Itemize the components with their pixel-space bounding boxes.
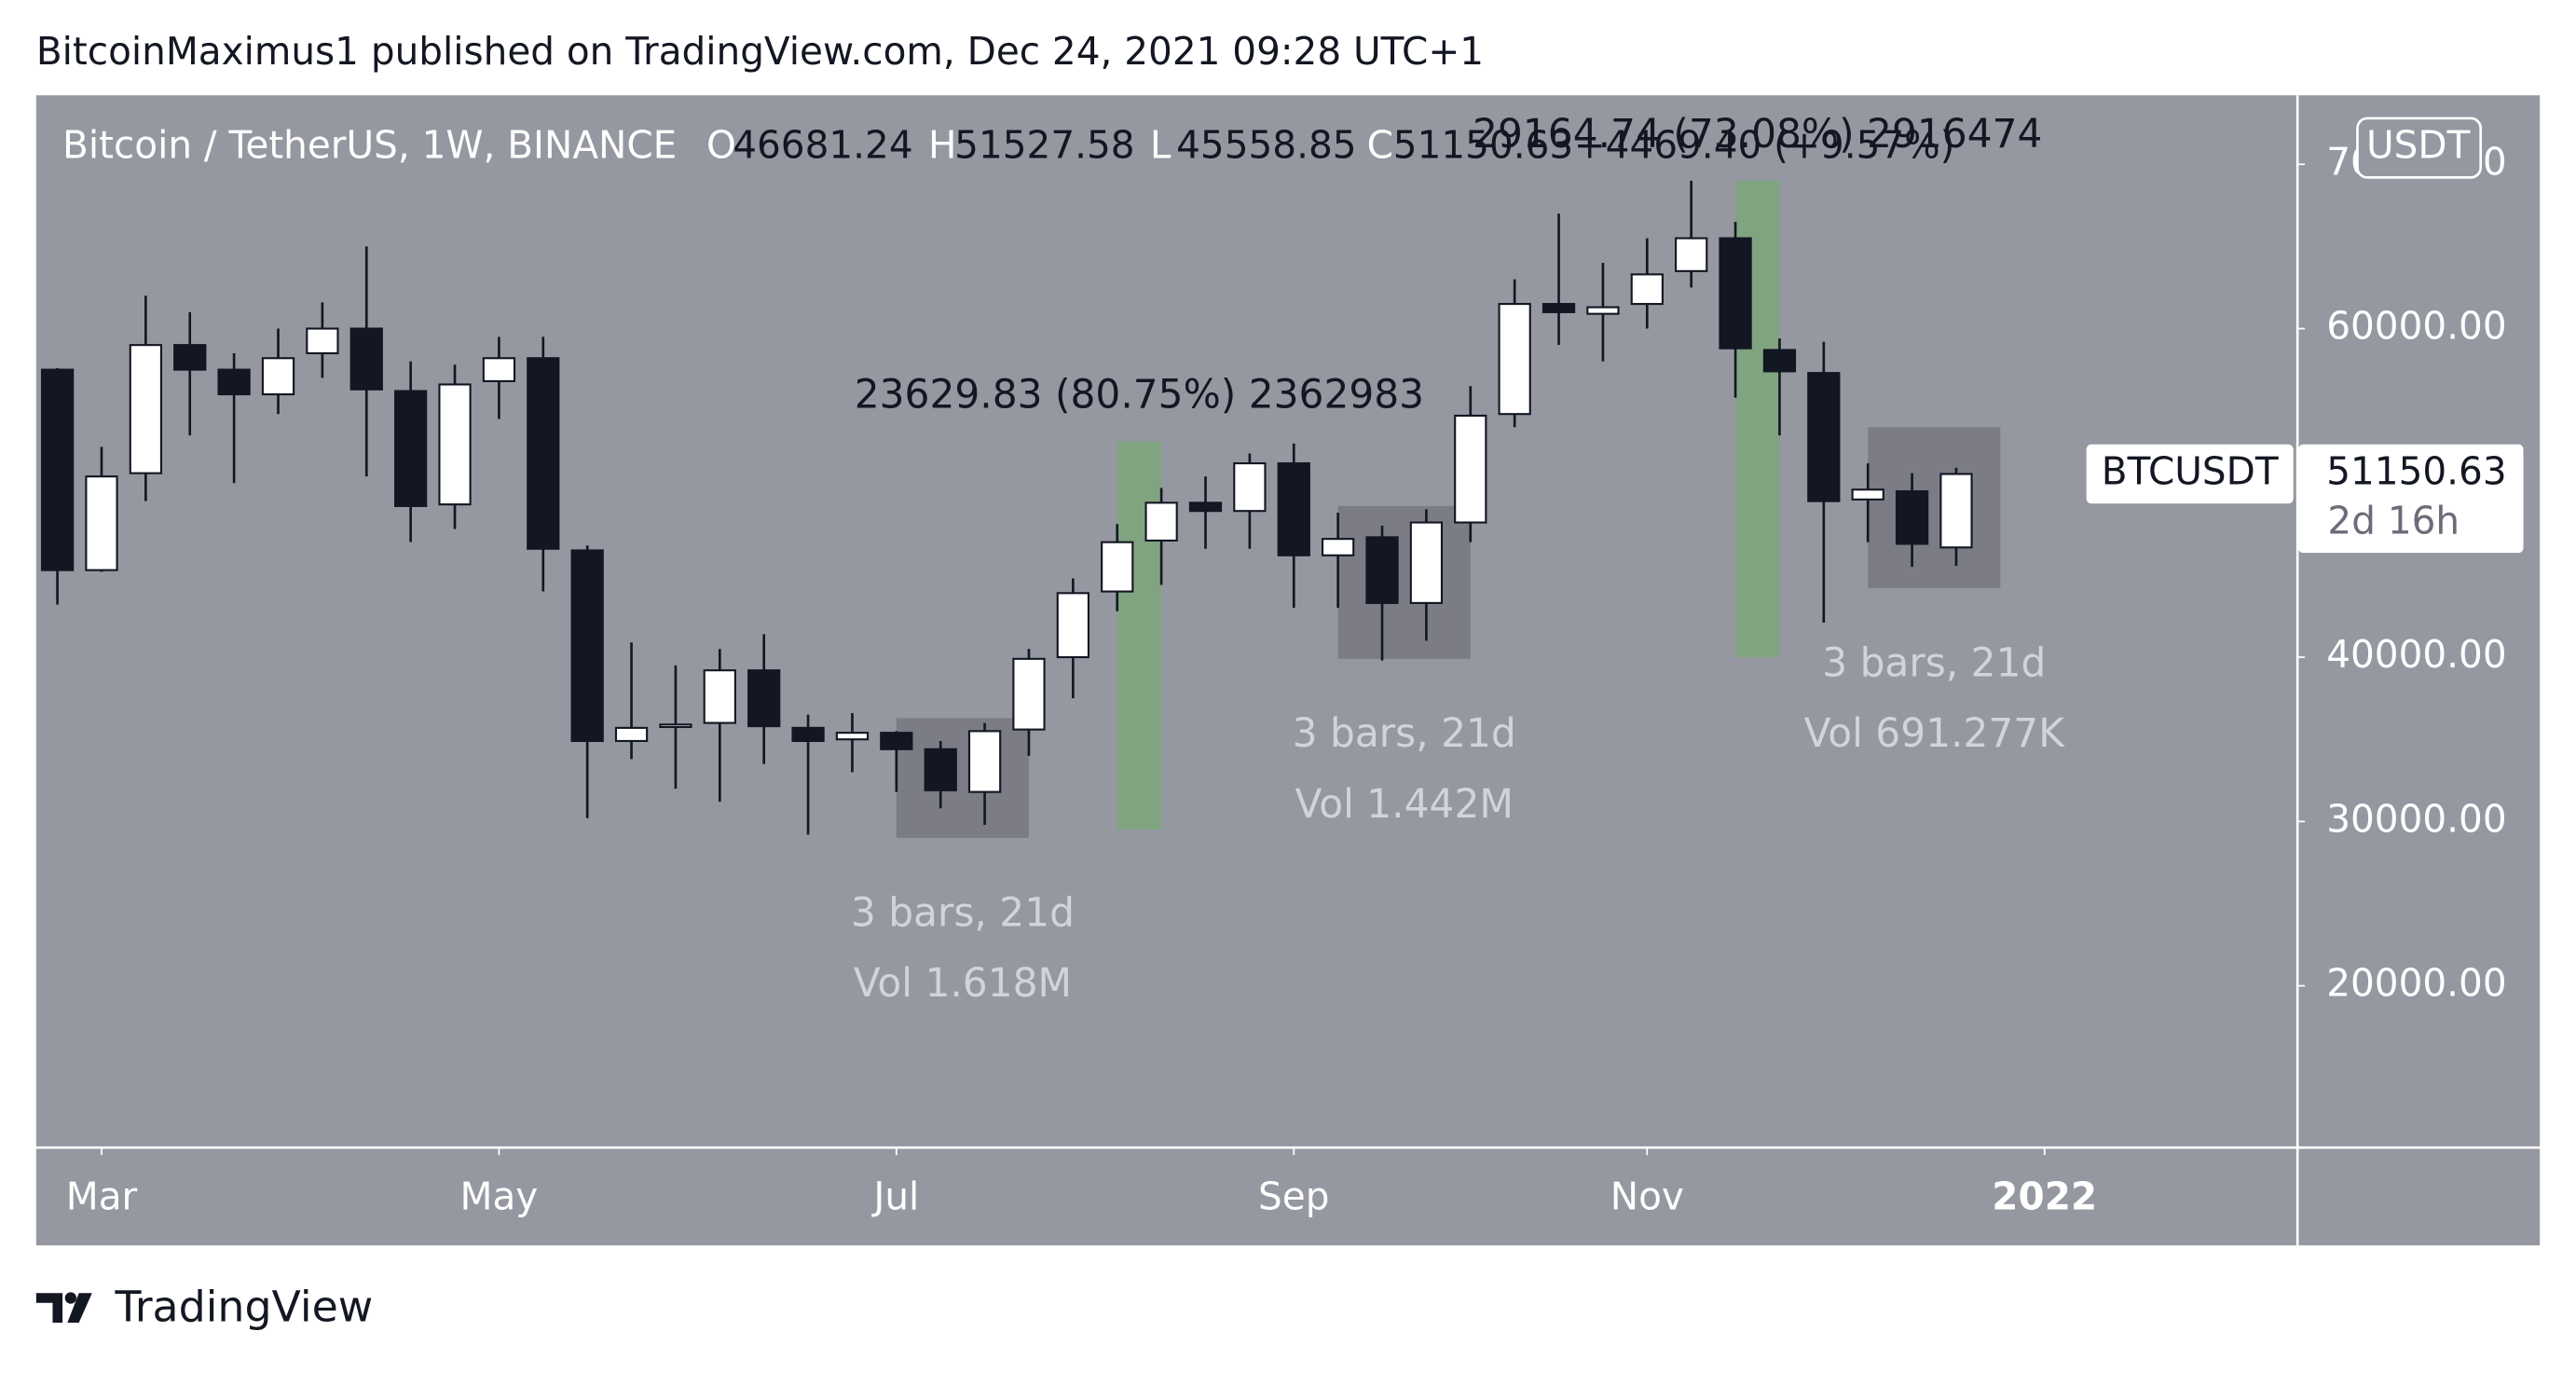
candle-body: [1719, 237, 1752, 350]
price-range-label: 29164.74 (73.08%) 2916474: [1473, 111, 2042, 157]
legend-change: +4469.40 (+9.57%): [1574, 123, 1955, 168]
candle-body: [394, 390, 428, 507]
candle-body: [835, 732, 870, 741]
legend-value: 51150.63: [1393, 123, 1573, 168]
price-range-box: [1117, 441, 1162, 831]
candle-body: [1939, 473, 1973, 549]
logo: [35, 1292, 92, 1323]
x-tick-label: May: [460, 1174, 539, 1219]
candle-body: [261, 357, 295, 396]
candle-body: [1586, 306, 1620, 315]
date-range-box: [896, 718, 1029, 838]
price-tag: [2298, 444, 2524, 554]
currency-button: [2356, 117, 2483, 179]
y-tick-label: 40000.00: [2326, 632, 2506, 677]
candle-body: [880, 732, 913, 750]
candle-body: [1056, 592, 1089, 659]
candle-body: [482, 357, 516, 382]
candle-body: [1233, 462, 1267, 513]
currency-label: USDT: [2366, 123, 2471, 168]
candle-body: [217, 368, 251, 396]
legend-key: C: [1367, 123, 1393, 168]
symbol-tag: [2086, 444, 2294, 504]
candle-body: [1895, 489, 1929, 545]
legend-title: Bitcoin / TetherUS, 1W, BINANCE: [62, 123, 677, 168]
candle-body: [570, 549, 604, 743]
candle-body: [1365, 536, 1399, 604]
candle-body: [40, 368, 75, 571]
candle-body: [1541, 303, 1576, 313]
candle-body: [1321, 538, 1355, 556]
candle-body: [1277, 462, 1310, 556]
footer-brand: TradingView: [114, 1281, 373, 1331]
legend-key: O: [706, 123, 736, 168]
candle-body: [1144, 501, 1178, 542]
legend-key: L: [1150, 123, 1172, 168]
date-range-label: 3 bars, 21d: [851, 889, 1075, 935]
x-tick-label: 2022: [1992, 1174, 2097, 1219]
countdown-label: 2d 16h: [2327, 498, 2460, 542]
y-tick-label: 20000.00: [2326, 961, 2506, 1006]
candle-body: [306, 327, 339, 355]
symbol-label: BTCUSDT: [2102, 449, 2279, 494]
candle-body: [1188, 501, 1223, 513]
candle-body: [1101, 541, 1134, 593]
candle-body: [659, 723, 692, 729]
date-range-box: [1868, 427, 2001, 589]
chart-area: [35, 95, 2541, 1246]
x-tick-label: Nov: [1610, 1174, 1684, 1219]
candle-body: [924, 748, 957, 791]
candle-body: [438, 383, 472, 506]
date-range-label: 3 bars, 21d: [1293, 710, 1516, 756]
candle-body: [1498, 303, 1531, 416]
x-tick-label: Jul: [870, 1174, 919, 1219]
header: BitcoinMaximus1 published on TradingView…: [36, 29, 1484, 74]
candle-body: [129, 344, 162, 474]
date-range-box: [1337, 505, 1471, 659]
y-tick-label: 30000.00: [2326, 796, 2506, 841]
candle-body: [1012, 657, 1046, 731]
date-range-label: Vol 691.277K: [1804, 710, 2066, 756]
x-tick-label: Mar: [66, 1174, 138, 1219]
candle-body: [791, 726, 825, 743]
candle-body: [1762, 349, 1797, 373]
date-range-label: Vol 1.618M: [854, 960, 1072, 1006]
y-tick-label: 60000.00: [2326, 304, 2506, 349]
candle-body: [1409, 521, 1444, 604]
candle-body: [1630, 273, 1664, 306]
candle-body: [614, 726, 649, 743]
legend-value: 46681.24: [733, 123, 912, 168]
candle-body: [173, 344, 207, 371]
legend-value: 51527.58: [954, 123, 1134, 168]
candle-body: [1807, 372, 1841, 502]
x-tick-label: Sep: [1258, 1174, 1329, 1219]
date-range-label: 3 bars, 21d: [1822, 639, 2046, 685]
candle-body: [747, 669, 781, 728]
legend-value: 45558.85: [1176, 123, 1356, 168]
candle-body: [703, 669, 736, 724]
candle-body: [349, 327, 383, 391]
candle-body: [85, 475, 118, 571]
candle-body: [967, 730, 1002, 793]
candle-body: [527, 357, 560, 550]
candle-body: [1675, 237, 1708, 272]
date-range-label: Vol 1.442M: [1295, 781, 1514, 827]
candle-body: [1454, 414, 1487, 524]
legend-key: H: [928, 123, 956, 168]
price-label: 51150.63: [2326, 449, 2506, 494]
candle-body: [1851, 488, 1884, 501]
price-range-label: 23629.83 (80.75%) 2362983: [855, 372, 1424, 418]
